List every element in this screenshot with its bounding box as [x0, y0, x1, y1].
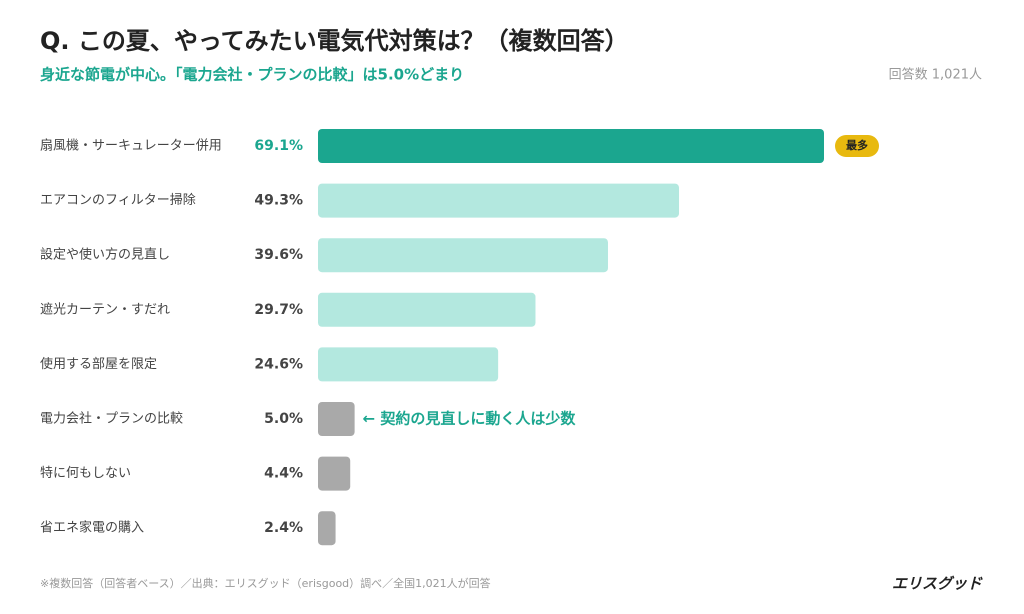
badge: 最多	[846, 138, 868, 152]
respondents: 回答数 1,021人	[889, 67, 982, 83]
bar	[318, 347, 499, 382]
footnote: ※複数回答（回答者ベース）／出典：エリスグッド（erisgood）調べ／全国1,…	[40, 576, 491, 590]
category-label: 扇風機・サーキュレーター併用	[40, 138, 222, 154]
subtitle: 身近な節電が中心。「電力会社・プランの比較」は5.0%どまり	[40, 66, 464, 84]
bar	[318, 402, 355, 436]
badge-bg	[835, 135, 879, 157]
value-label: 24.6%	[254, 356, 303, 372]
category-label: 遮光カーテン・すだれ	[40, 301, 170, 317]
category-label: 使用する部屋を限定	[40, 356, 157, 372]
chart-title: Q. この夏、やってみたい電気代対策は？（複数回答）	[40, 27, 629, 55]
category-label: 省エネ家電の購入	[40, 520, 144, 536]
category-label: 設定や使い方の見直し	[40, 247, 170, 263]
bar	[318, 511, 336, 546]
bar	[318, 292, 536, 327]
bar	[318, 183, 680, 218]
value-label: 5.0%	[264, 411, 303, 427]
value-label: 69.1%	[254, 138, 303, 154]
value-label: 39.6%	[254, 247, 303, 263]
value-label: 29.7%	[254, 302, 303, 318]
category-label: 特に何もしない	[40, 465, 131, 481]
brand-logo: エリスグッド	[892, 575, 983, 593]
bar	[318, 456, 351, 491]
annotation: ← 契約の見直しに動く人は少数	[363, 410, 577, 428]
bar	[318, 238, 608, 273]
value-label: 4.4%	[264, 466, 303, 482]
bar	[318, 129, 824, 163]
category-label: エアコンのフィルター掃除	[40, 192, 196, 208]
value-label: 2.4%	[264, 520, 303, 536]
category-label: 電力会社・プランの比較	[40, 411, 183, 427]
value-label: 49.3%	[254, 193, 303, 209]
